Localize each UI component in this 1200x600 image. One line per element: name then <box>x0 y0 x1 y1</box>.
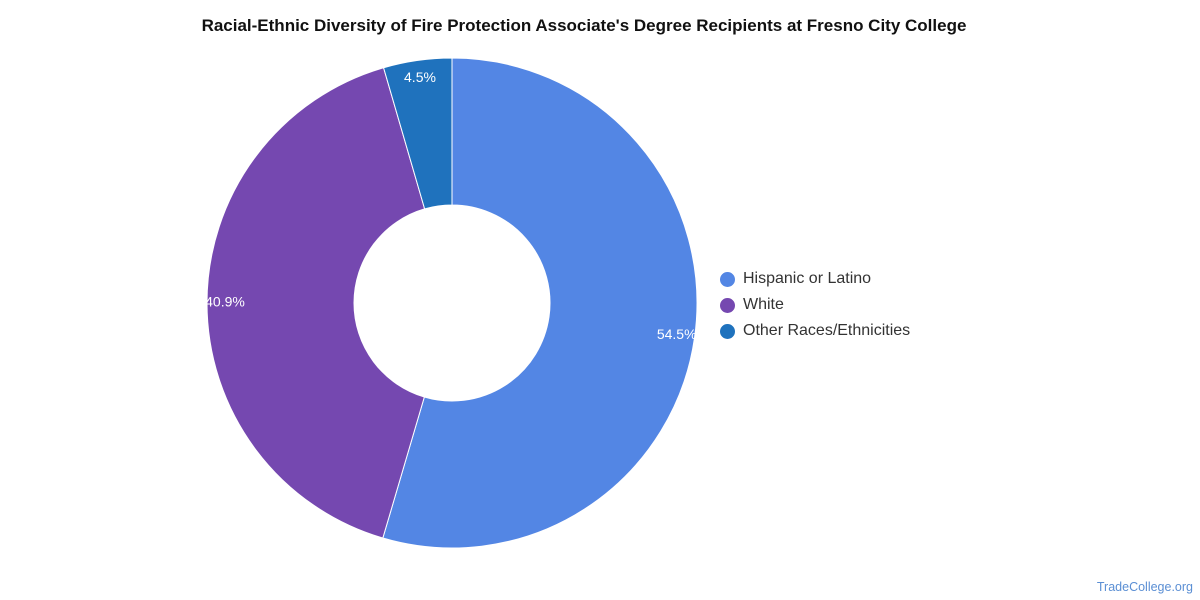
legend-swatch <box>720 297 735 313</box>
slice-white[interactable] <box>206 67 426 539</box>
slice-hispanic-or-latino[interactable] <box>382 57 698 549</box>
legend-label: Other Races/Ethnicities <box>743 322 911 339</box>
legend-item-other-races-ethnicities[interactable]: Other Races/Ethnicities <box>720 318 910 344</box>
slice-data-label: 54.5% <box>657 326 697 342</box>
slices-group <box>206 57 698 549</box>
legend-label: White <box>743 296 784 313</box>
legend: Hispanic or Latino White Other Races/Eth… <box>720 266 910 344</box>
slice-data-label: 4.5% <box>404 69 436 85</box>
slice-data-label: 40.9% <box>205 293 245 309</box>
slice-other-races-ethnicities[interactable] <box>382 57 453 210</box>
slice-labels-group: 54.5% 40.9% 4.5% <box>205 69 696 342</box>
legend-item-hispanic-or-latino[interactable]: Hispanic or Latino <box>720 266 910 292</box>
legend-swatch <box>720 323 735 339</box>
legend-label: Hispanic or Latino <box>743 270 872 287</box>
legend-swatch <box>720 271 735 287</box>
legend-item-white[interactable]: White <box>720 292 910 318</box>
watermark[interactable]: TradeCollege.org <box>1096 580 1193 594</box>
chart-title: Racial-Ethnic Diversity of Fire Protecti… <box>201 16 967 35</box>
